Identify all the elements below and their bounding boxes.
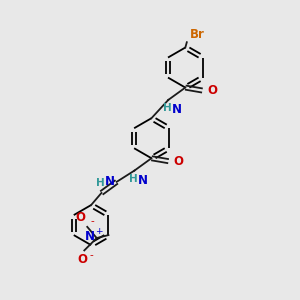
- Text: H: H: [97, 178, 105, 188]
- Text: N: N: [172, 103, 182, 116]
- Text: H: H: [163, 103, 172, 113]
- Text: O: O: [208, 84, 218, 97]
- Text: H: H: [129, 174, 138, 184]
- Text: N: N: [138, 174, 148, 187]
- Text: O: O: [174, 155, 184, 168]
- Text: O: O: [76, 212, 86, 224]
- Text: N: N: [85, 230, 95, 243]
- Text: -: -: [91, 216, 94, 226]
- Text: Br: Br: [190, 28, 205, 41]
- Text: +: +: [95, 227, 102, 236]
- Text: -: -: [90, 250, 93, 260]
- Text: N: N: [105, 175, 115, 188]
- Text: O: O: [78, 253, 88, 266]
